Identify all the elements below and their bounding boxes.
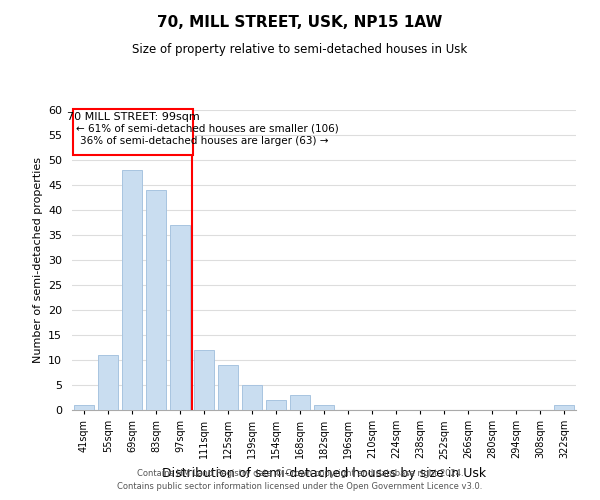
Bar (122, 170, 142, 410)
Bar (74, 405, 94, 410)
Text: Size of property relative to semi-detached houses in Usk: Size of property relative to semi-detach… (133, 42, 467, 56)
Bar (218, 365, 238, 410)
Bar (98, 355, 118, 410)
Bar (554, 405, 574, 410)
Bar (194, 350, 214, 410)
Bar (242, 385, 262, 410)
Text: 70 MILL STREET: 99sqm: 70 MILL STREET: 99sqm (67, 112, 200, 122)
Text: 36% of semi-detached houses are larger (63) →: 36% of semi-detached houses are larger (… (80, 136, 329, 146)
FancyBboxPatch shape (73, 109, 193, 155)
X-axis label: Distribution of semi-detached houses by size in Usk: Distribution of semi-detached houses by … (162, 467, 486, 480)
Bar (314, 405, 334, 410)
Y-axis label: Number of semi-detached properties: Number of semi-detached properties (32, 157, 43, 363)
Bar (266, 400, 286, 410)
Text: Contains public sector information licensed under the Open Government Licence v3: Contains public sector information licen… (118, 482, 482, 491)
Text: 70, MILL STREET, USK, NP15 1AW: 70, MILL STREET, USK, NP15 1AW (157, 15, 443, 30)
Text: Contains HM Land Registry data © Crown copyright and database right 2024.: Contains HM Land Registry data © Crown c… (137, 468, 463, 477)
Text: ← 61% of semi-detached houses are smaller (106): ← 61% of semi-detached houses are smalle… (76, 124, 338, 134)
Bar (290, 395, 310, 410)
Bar (170, 225, 190, 410)
Bar (146, 190, 166, 410)
